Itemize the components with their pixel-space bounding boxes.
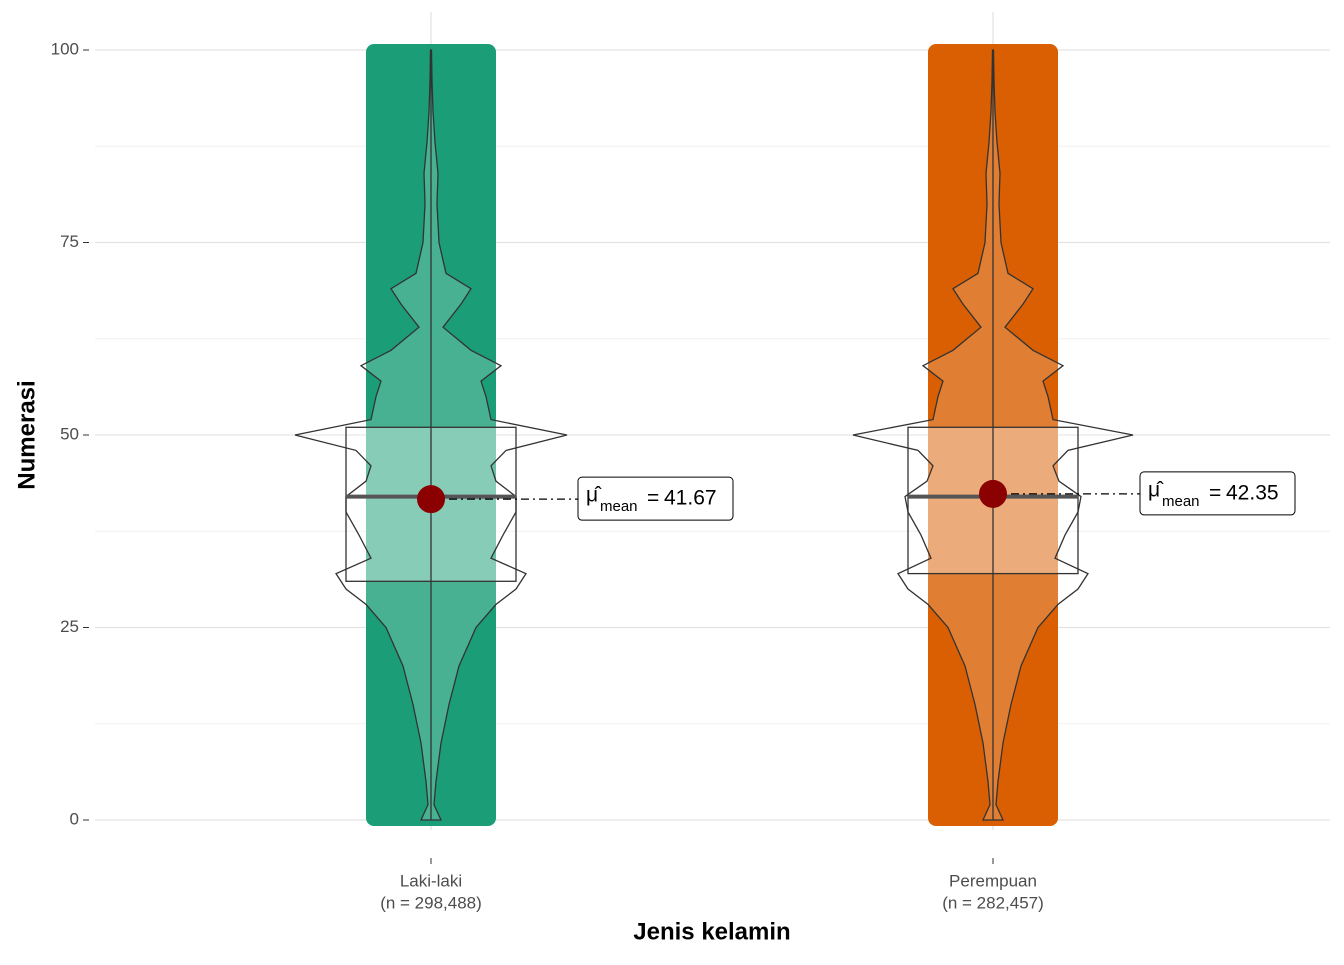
x-tick-n-label: (n = 282,457) <box>942 893 1044 912</box>
mean-value-label: 42.35 <box>1226 481 1279 504</box>
x-tick-label: Laki-laki <box>400 871 462 890</box>
box <box>345 426 517 582</box>
box <box>907 426 1079 575</box>
y-axis-title: Numerasi <box>13 380 40 489</box>
x-tick-label: Perempuan <box>949 871 1037 890</box>
mean-symbol: μ̂ <box>586 484 602 507</box>
mean-point <box>417 485 445 514</box>
mean-label-box <box>577 476 734 521</box>
mean-subscript: mean <box>1162 493 1200 510</box>
mean-symbol: μ̂ <box>1148 478 1164 501</box>
y-tick-label: 75 <box>60 232 79 251</box>
y-tick-label: 0 <box>70 809 79 828</box>
mean-value-label: 41.67 <box>664 487 717 510</box>
y-tick-label: 50 <box>60 424 79 443</box>
mean-operator: = <box>1209 481 1221 504</box>
x-tick-n-label: (n = 298,488) <box>380 893 482 912</box>
x-axis-title: Jenis kelamin <box>633 918 790 945</box>
mean-label-box <box>1139 471 1296 516</box>
y-tick-label: 100 <box>51 39 79 58</box>
mean-point <box>979 479 1007 508</box>
mean-operator: = <box>647 487 659 510</box>
mean-subscript: mean <box>600 498 638 515</box>
y-tick-label: 25 <box>60 617 79 636</box>
